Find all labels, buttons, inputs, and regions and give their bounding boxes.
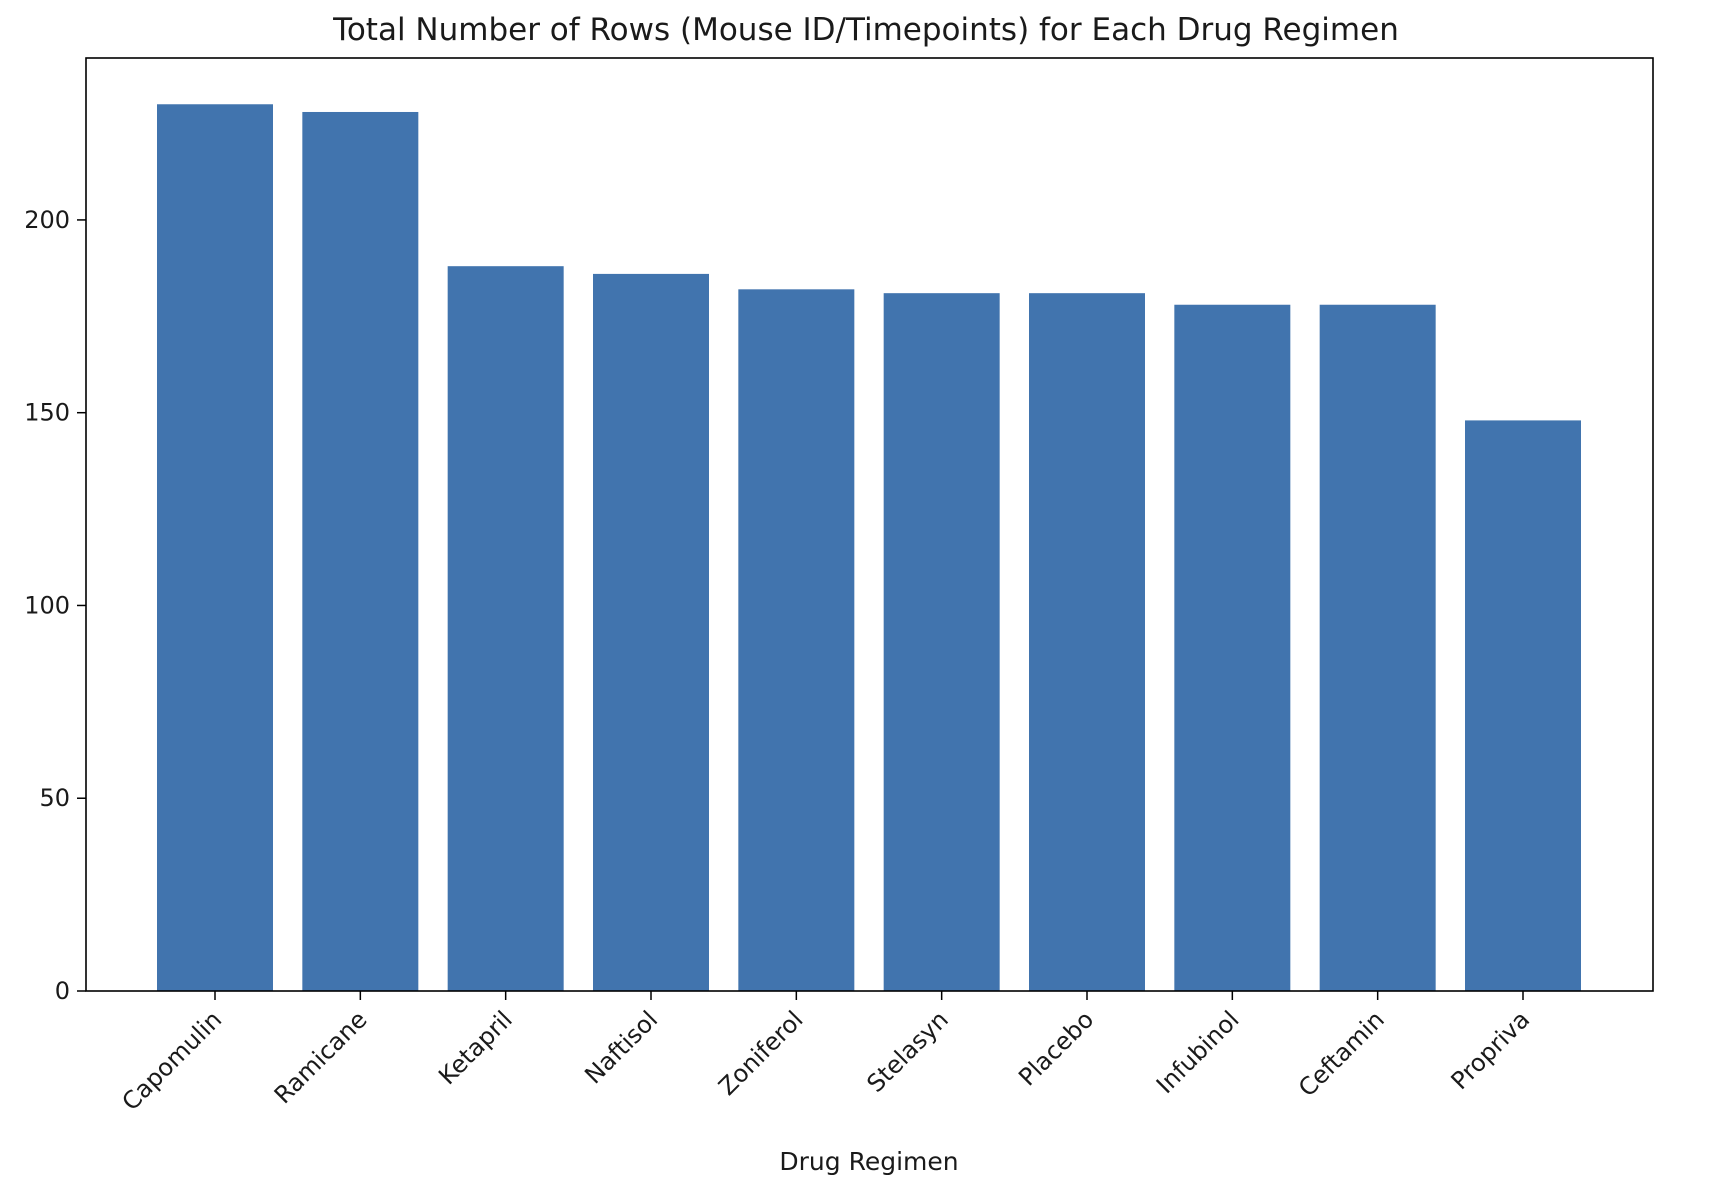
bar-zoniferol [738,289,855,991]
x-tick-label: Ramicane [269,1005,373,1109]
x-axis: Capomulin Ramicane Ketapril Naftisol Zonifer… [117,991,1536,1116]
x-tick-label: Ceftamin [1293,1005,1390,1102]
x-tick-label: Zoniferol [713,1005,808,1100]
bar-propriva [1465,420,1581,991]
bar-infubinol [1174,304,1291,991]
y-axis: 0 50 100 150 200 [24,206,86,1005]
x-tick-label: Naftisol [579,1005,663,1089]
x-axis-label: Drug Regimen [779,1147,958,1176]
y-tick-label: 100 [24,591,70,619]
plot-frame [85,57,1654,992]
x-tick-label: Placebo [1013,1005,1099,1091]
y-tick-label: 150 [24,399,70,427]
x-tick-label: Stelasyn [861,1005,953,1097]
x-tick-label: Ketapril [433,1005,518,1090]
bar-naftisol [593,273,709,991]
bar-capomulin [157,104,273,991]
y-tick-label: 50 [39,784,70,812]
bar-ketapril [447,266,564,991]
bar-placebo [1029,293,1145,991]
bar-ceftamin [1319,304,1436,991]
x-tick-label: Capomulin [117,1005,228,1116]
x-tick-label: Infubinol [1151,1005,1245,1099]
chart-title: Total Number of Rows (Mouse ID/Timepoint… [332,12,1399,48]
y-tick-label: 200 [24,206,70,234]
bars-group [157,104,1581,992]
x-tick-label: Propriva [1446,1005,1536,1095]
y-tick-label: 0 [55,977,70,1005]
bar-stelasyn [883,293,1000,991]
bar-ramicane [302,111,419,992]
